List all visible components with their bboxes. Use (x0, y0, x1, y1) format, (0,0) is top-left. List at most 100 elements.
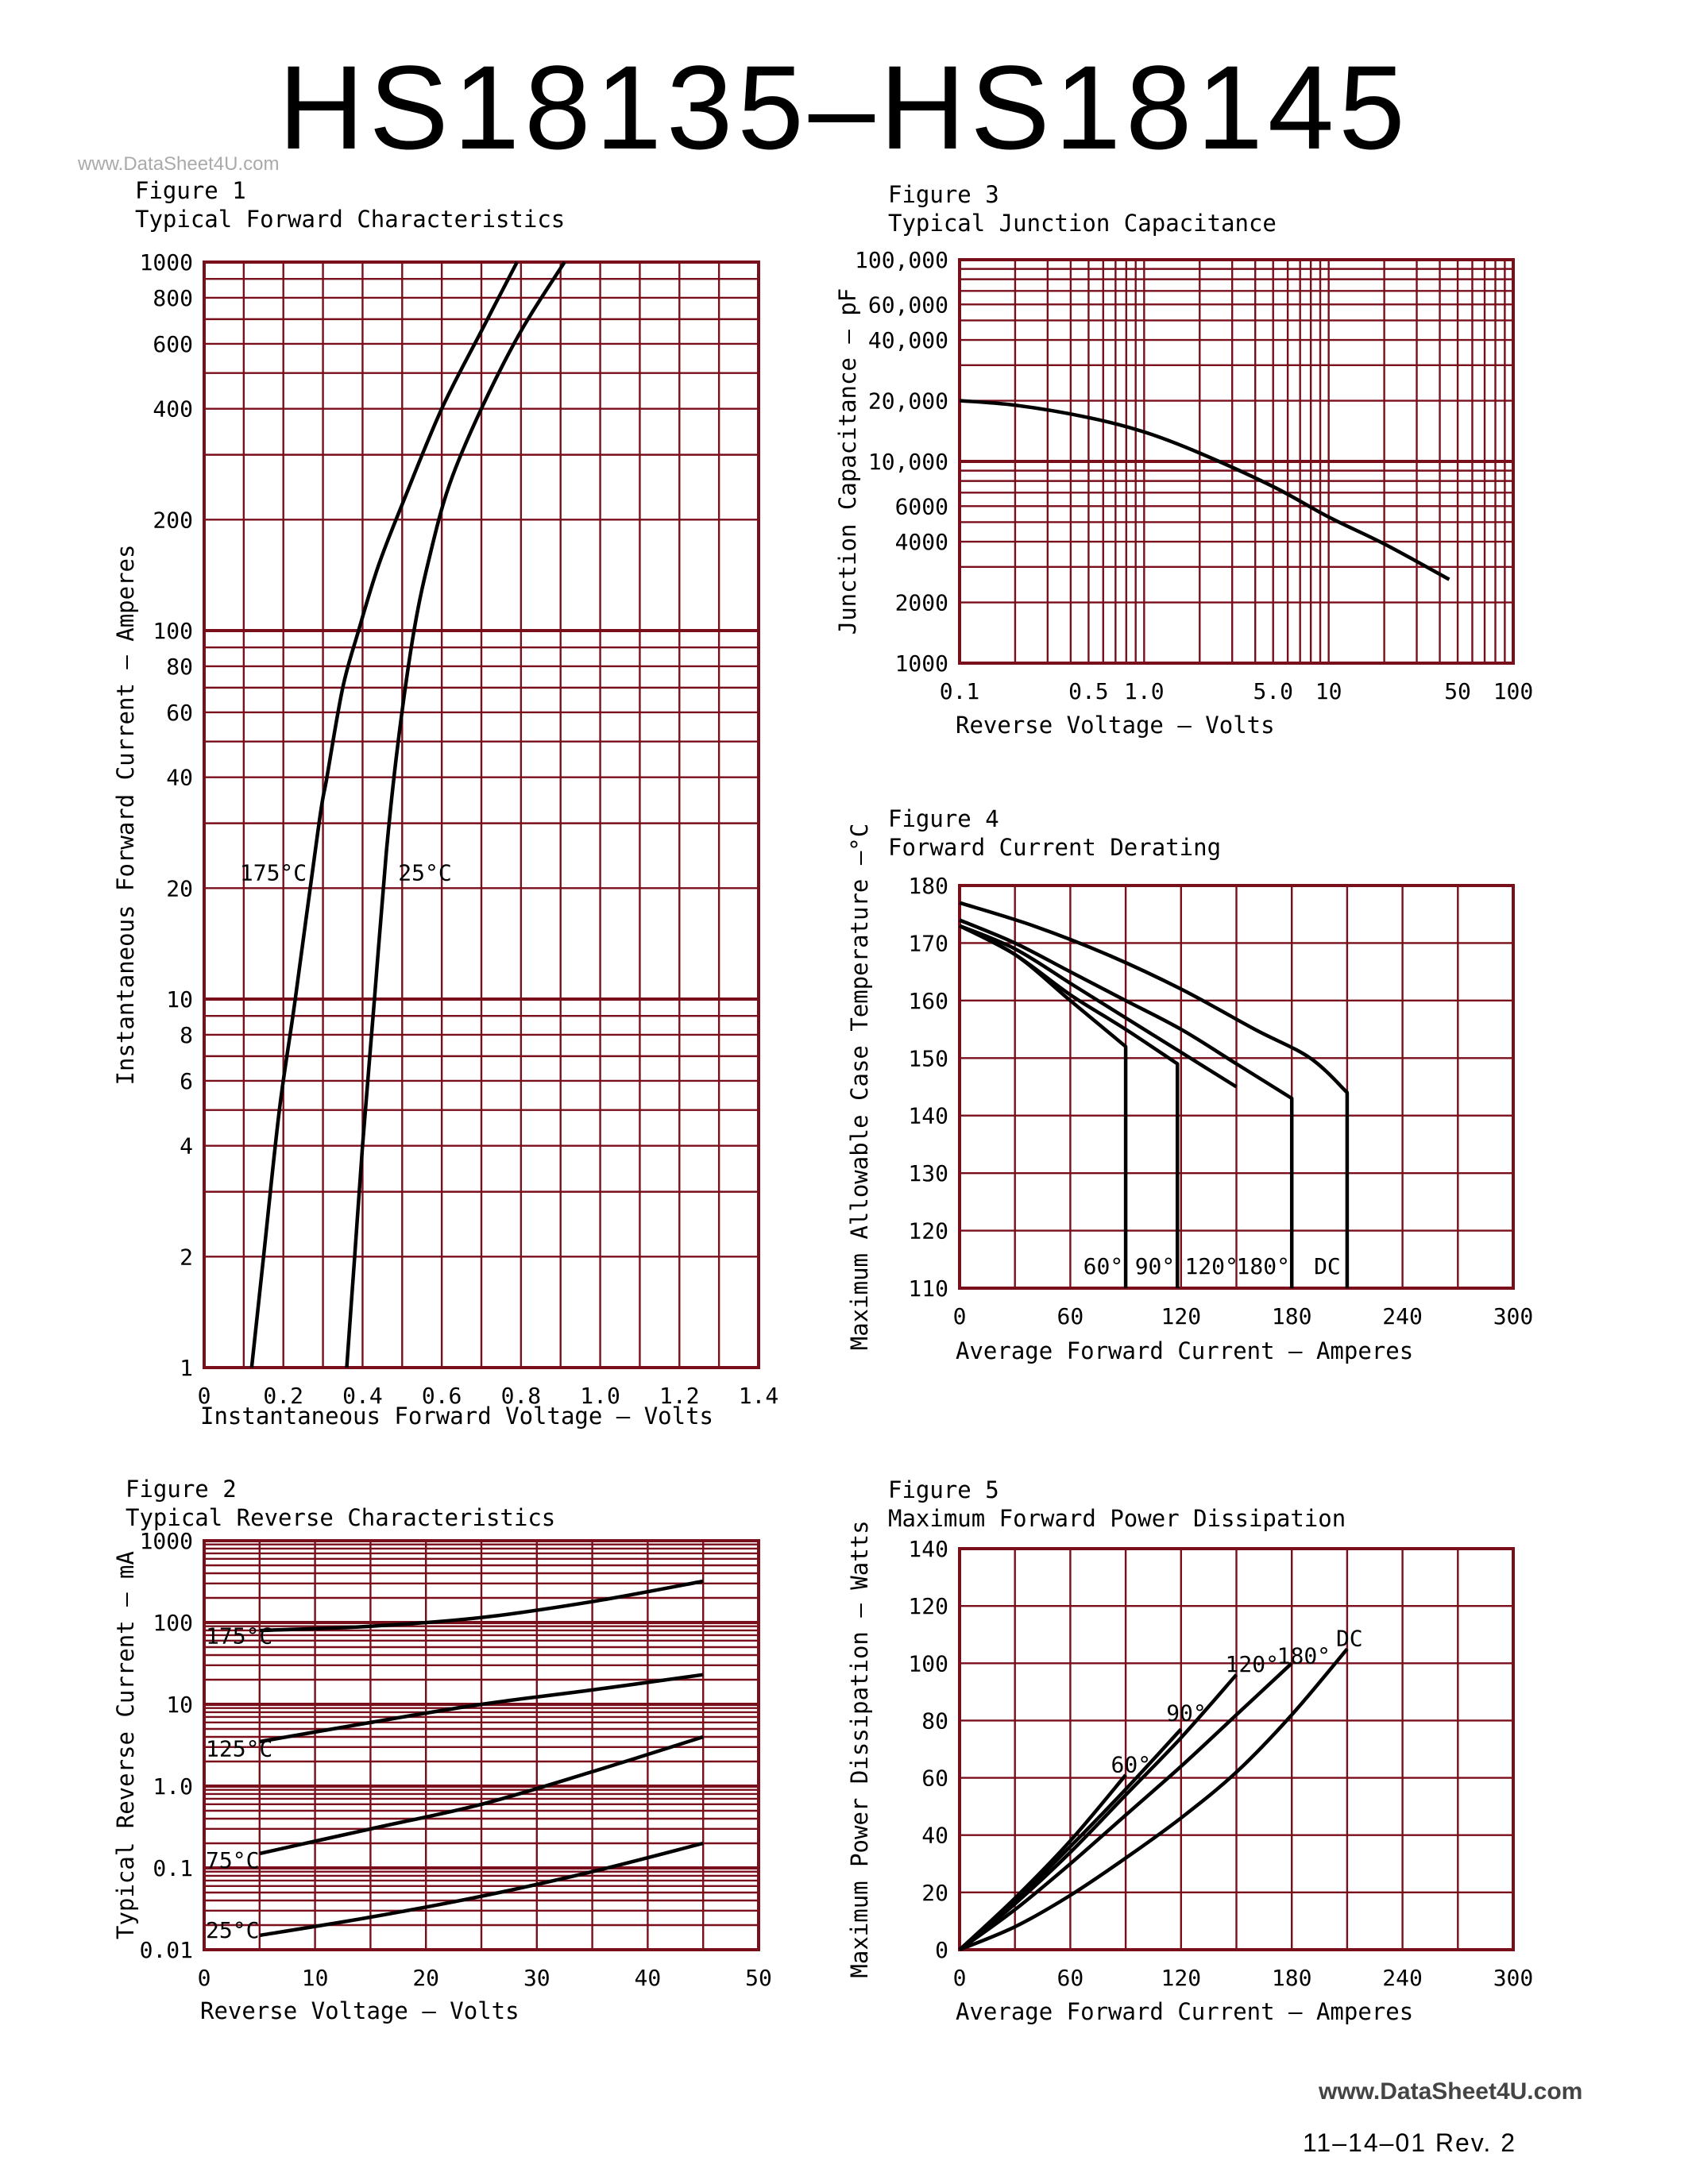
fig5-y-tick-label: 60 (921, 1765, 948, 1792)
fig3-x-axis-label: Reverse Voltage – Volts (956, 712, 1275, 739)
revision-date: 11–14–01 Rev. 2 (1303, 2128, 1516, 2157)
figure-2-title: Typical Reverse Characteristics (126, 1504, 556, 1531)
fig4-x-tick-label: 240 (1382, 1303, 1423, 1329)
fig4-series-5-line (959, 901, 1350, 1288)
fig2-series-2-line (259, 1673, 704, 1744)
fig5-series-1-line (958, 1773, 1127, 1951)
fig3-y-tick-label: 1000 (895, 650, 948, 677)
fig5-series-4-line (958, 1661, 1293, 1951)
fig4-x-tick-label: 0 (953, 1303, 967, 1329)
fig1-x-tick-label: 0.2 (263, 1383, 303, 1409)
fig5-x-tick-label: 0 (953, 1965, 967, 1991)
fig5-series-4-label: 180° (1277, 1642, 1331, 1669)
fig1-x-tick-label: 1.0 (580, 1383, 620, 1409)
figure-3-caption: Figure 3 Typical Junction Capacitance (888, 180, 1277, 237)
fig1-y-tick-label: 600 (153, 331, 193, 357)
fig4-series-4-line (959, 918, 1294, 1288)
fig1-y-tick-label: 10 (166, 986, 193, 1013)
fig2-series-3-label: 75°C (206, 1847, 259, 1873)
fig1-y-axis-label: Instantaneous Forward Current – Amperes (112, 545, 139, 1086)
fig4-series-2-line (958, 924, 1180, 1288)
fig5-series-1-label: 60° (1111, 1751, 1152, 1777)
fig4-series-1-label: 60° (1083, 1253, 1124, 1279)
fig3-x-tick-label: 0.5 (1068, 678, 1109, 704)
fig3-y-axis-label: Junction Capacitance – pF (834, 288, 861, 635)
figure-5-label: Figure 5 (888, 1476, 999, 1503)
fig2-y-tick-label: 0.01 (140, 1937, 193, 1963)
fig4-y-axis-label: Maximum Allowable Case Temperature –°C (846, 824, 873, 1350)
fig1-frame (203, 260, 760, 1369)
fig4-series-2-label: 90° (1135, 1253, 1176, 1279)
fig4-series-3-label: 120° (1184, 1253, 1238, 1279)
fig4-series-5-label: DC (1314, 1253, 1341, 1279)
fig1-y-tick-label: 2 (180, 1244, 193, 1270)
figure-5-caption: Figure 5 Maximum Forward Power Dissipati… (888, 1476, 1346, 1533)
fig1-y-tick-label: 80 (166, 654, 193, 680)
fig4-x-tick-label: 300 (1493, 1303, 1534, 1329)
fig3-frame (958, 258, 1515, 665)
watermark-bottom[interactable]: www.DataSheet4U.com (1319, 2078, 1583, 2105)
fig4-series-3-line (959, 924, 1238, 1089)
watermark-top[interactable]: www.DataSheet4U.com (78, 153, 280, 175)
fig4-x-tick-label: 120 (1161, 1303, 1202, 1329)
fig5-y-tick-label: 40 (921, 1823, 948, 1849)
figure-2-caption: Figure 2 Typical Reverse Characteristics (126, 1475, 555, 1532)
fig5-y-axis-label: Maximum Power Dissipation – Watts (846, 1520, 873, 1978)
fig5-series-5-label: DC (1336, 1626, 1363, 1652)
fig4-y-tick-label: 120 (908, 1218, 948, 1244)
fig3-x-tick-label: 100 (1493, 678, 1534, 704)
fig3-y-tick-label: 10,000 (868, 449, 948, 475)
fig4-series-1-line (958, 924, 1128, 1288)
fig3-x-tick-label: 5.0 (1253, 678, 1293, 704)
fig5-series-2-label: 90° (1166, 1700, 1207, 1726)
fig2-y-tick-label: 0.1 (153, 1855, 193, 1881)
fig1-y-tick-label: 4 (180, 1133, 193, 1160)
fig1-x-tick-label: 0 (198, 1383, 211, 1409)
fig2-x-tick-label: 30 (523, 1965, 550, 1991)
figure-4-title: Forward Current Derating (888, 834, 1222, 861)
fig5-y-tick-label: 140 (908, 1536, 948, 1562)
fig5-y-tick-label: 80 (921, 1707, 948, 1734)
fig1-x-axis-label: Instantaneous Forward Voltage – Volts (200, 1403, 713, 1430)
fig4-y-tick-label: 170 (908, 930, 948, 956)
figure-1-title: Typical Forward Characteristics (135, 206, 566, 233)
fig5-x-tick-label: 240 (1382, 1965, 1423, 1991)
fig3-y-tick-label: 40,000 (868, 327, 948, 353)
fig5-series-3-label: 120° (1226, 1651, 1279, 1677)
fig3-y-tick-label: 2000 (895, 590, 948, 616)
fig2-x-tick-label: 0 (198, 1965, 211, 1991)
figure-1-label: Figure 1 (135, 177, 246, 204)
fig3-y-tick-label: 20,000 (868, 388, 948, 415)
figure-4-caption: Figure 4 Forward Current Derating (888, 805, 1221, 862)
fig3-series-1-line (959, 399, 1450, 581)
fig2-series-3-line (259, 1734, 704, 1856)
fig3-y-tick-label: 4000 (895, 529, 948, 555)
fig4-y-tick-label: 160 (908, 988, 948, 1014)
fig5-y-tick-label: 20 (921, 1880, 948, 1906)
fig1-series-2-line (345, 260, 566, 1368)
fig5-x-tick-label: 120 (1161, 1965, 1202, 1991)
fig1-y-tick-label: 1000 (140, 249, 193, 276)
fig1-series-2-label: 25°C (398, 859, 451, 886)
fig2-x-tick-label: 20 (412, 1965, 439, 1991)
fig2-x-axis-label: Reverse Voltage – Volts (200, 1997, 520, 2024)
figure-2-label: Figure 2 (126, 1476, 237, 1503)
fig2-x-tick-label: 40 (635, 1965, 662, 1991)
fig4-y-tick-label: 140 (908, 1103, 948, 1129)
fig5-y-tick-label: 0 (935, 1937, 948, 1963)
fig3-y-tick-label: 60,000 (868, 291, 948, 318)
fig3-x-tick-label: 10 (1315, 678, 1342, 704)
page-title: HS18135–HS18145 (278, 41, 1410, 174)
fig3-grid (958, 258, 1515, 665)
figure-3-title: Typical Junction Capacitance (888, 210, 1277, 237)
fig2-series-2-label: 125°C (206, 1736, 272, 1762)
figure-3-label: Figure 3 (888, 181, 999, 208)
fig4-chart: 0 60 120 180 240 300 110 120 130 140 150 160 170 180 A… (846, 824, 1533, 1364)
fig1-grid (203, 260, 760, 1369)
fig2-y-tick-label: 1000 (140, 1528, 193, 1554)
fig3-y-tick-label: 6000 (895, 493, 948, 519)
figure-5-title: Maximum Forward Power Dissipation (888, 1505, 1346, 1532)
fig1-y-tick-label: 200 (153, 507, 193, 533)
fig3-x-tick-label: 1.0 (1124, 678, 1165, 704)
